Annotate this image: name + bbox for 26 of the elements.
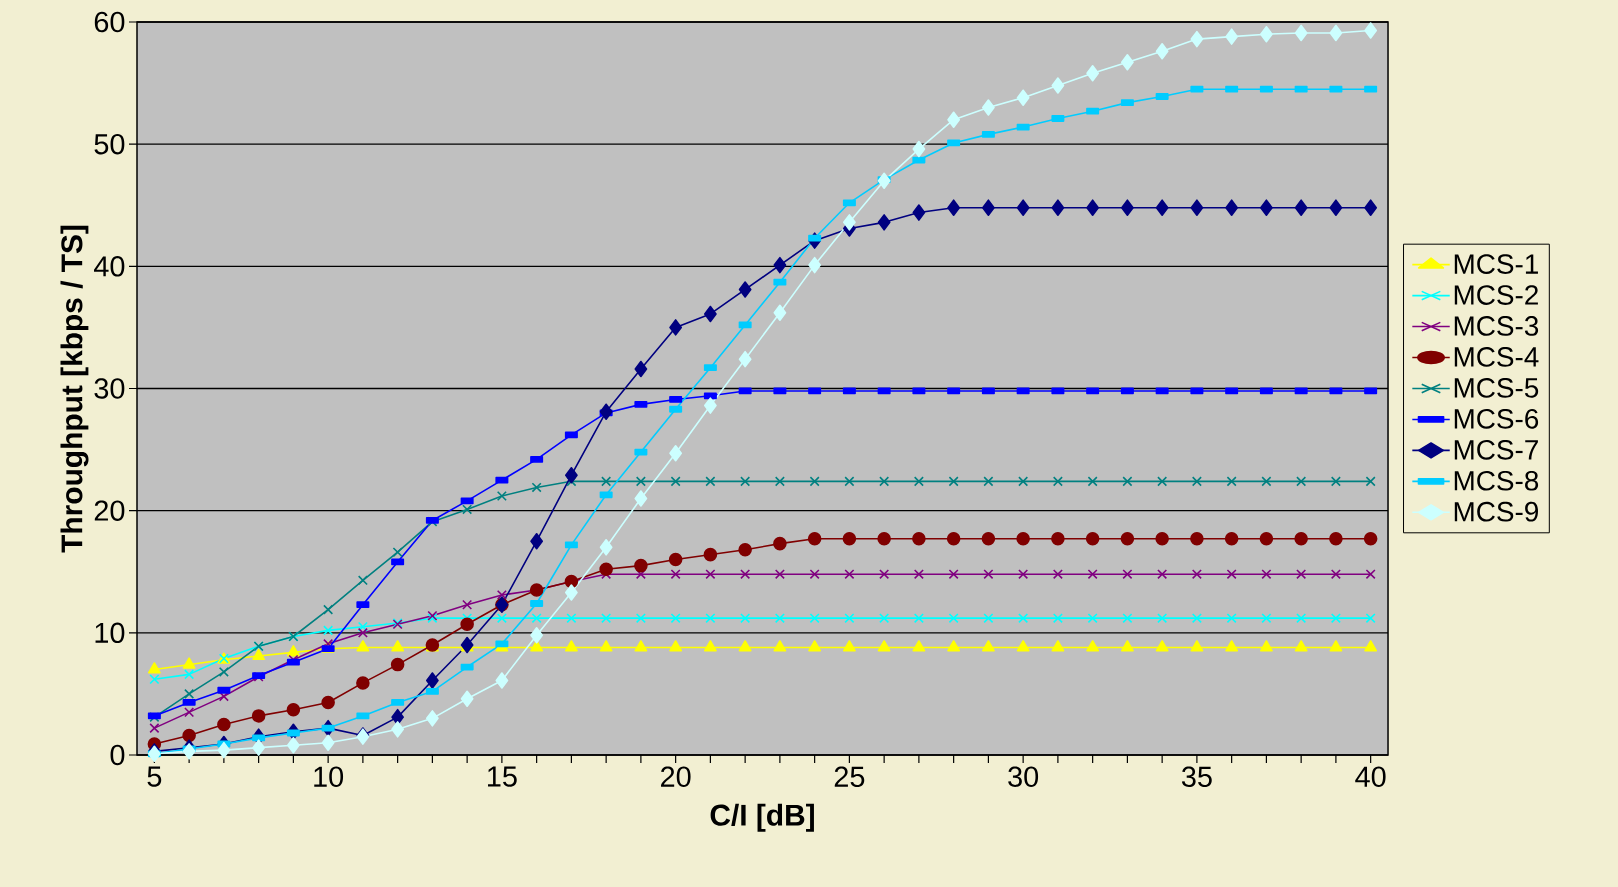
legend-label: MCS-4	[1454, 347, 1539, 367]
x-tick-label: 20	[661, 766, 691, 787]
x-tick-label: 40	[1355, 766, 1386, 787]
legend-label: MCS-9	[1454, 501, 1538, 522]
x-tick-label: 25	[834, 766, 865, 787]
y-tick-label: 60	[94, 11, 125, 33]
y-tick-label: 0	[110, 744, 125, 766]
legend-label: MCS-8	[1454, 470, 1539, 491]
legend-label: MCS-6	[1454, 408, 1539, 429]
x-tick-label: 10	[314, 766, 344, 787]
y-tick-label: 30	[94, 378, 125, 399]
y-tick-label: 50	[94, 133, 125, 155]
legend-label: MCS-1	[1454, 254, 1538, 274]
legend-label: MCS-2	[1454, 285, 1538, 305]
x-tick-label: 35	[1181, 766, 1212, 787]
x-tick-label: 15	[488, 766, 517, 787]
y-tick-label: 40	[94, 256, 125, 277]
legend-label: MCS-5	[1454, 378, 1539, 398]
y-tick-label: 10	[95, 622, 125, 644]
legend-label: MCS-3	[1454, 316, 1539, 336]
y-tick-label: 20	[94, 500, 125, 521]
legend-label: MCS-7	[1454, 439, 1538, 460]
x-tick-label: 30	[1008, 766, 1039, 787]
x-axis-title: C/I [dB]	[710, 803, 814, 832]
y-axis-title: Throughput [kbps / TS]	[60, 225, 89, 553]
x-tick-label: 5	[147, 766, 162, 787]
